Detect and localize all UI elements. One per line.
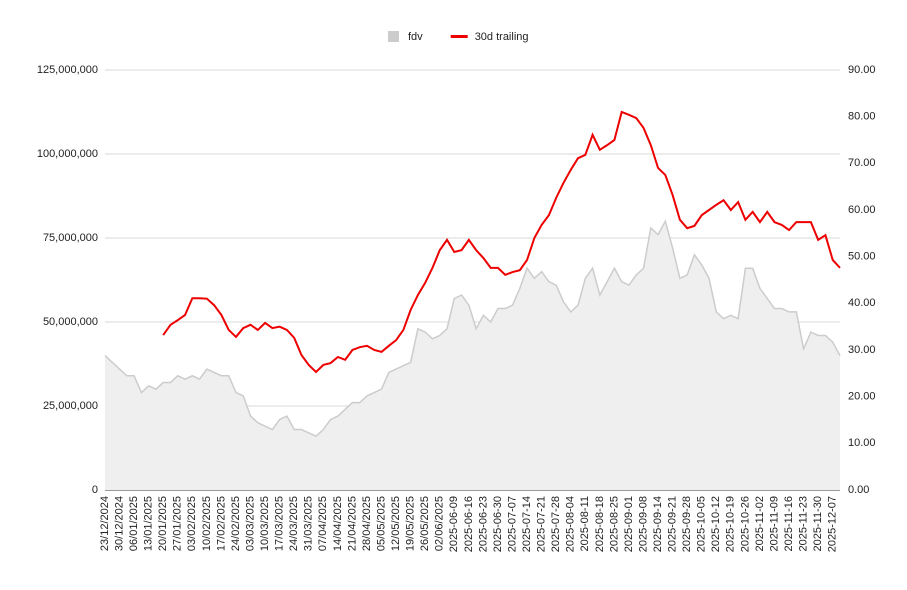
area-line [104,219,841,438]
x-tick-label: 27/01/2025 [172,496,184,551]
x-tick-label: 2025-11-23 [798,496,810,551]
y2-tick-label: 40.00 [848,297,876,309]
x-tick-label: 31/03/2025 [303,496,315,551]
x-tick-label: 2025-06-23 [477,496,489,552]
y-tick-label: 125,000,000 [37,64,98,76]
x-tick-label: 06/01/2025 [128,496,140,551]
x-tick-label: 30/12/2024 [113,496,125,551]
line [162,110,841,374]
x-tick-label: 2025-07-28 [550,496,562,552]
y2-tick-label: 60.00 [848,204,876,216]
legend-label: fdv [408,31,423,43]
x-tick-label: 07/04/2025 [317,496,329,551]
x-tick-label: 10/02/2025 [201,496,213,551]
x-tick-label: 2025-08-11 [579,496,591,551]
x-tick-label: 2025-07-07 [506,496,518,552]
x-tick-label: 03/02/2025 [186,496,198,551]
x-tick-label: 2025-11-16 [783,496,795,551]
x-tick-label: 2025-07-14 [521,496,533,552]
x-tick-label: 17/02/2025 [215,496,227,551]
x-tick-label: 28/04/2025 [361,496,373,551]
x-tick-label: 2025-11-02 [754,496,766,551]
x-tick-label: 2025-09-28 [681,496,693,552]
x-tick-label: 19/05/2025 [405,496,417,551]
y2-tick-label: 10.00 [848,437,876,449]
legend-label: 30d trailing [475,31,529,43]
x-tick-label: 2025-07-21 [536,496,548,552]
x-tick-label: 23/12/2024 [99,496,111,551]
x-tick-label: 2025-11-30 [812,496,824,551]
y-tick-label: 0 [92,484,98,496]
x-tick-label: 2025-10-12 [710,496,722,552]
x-tick-label: 13/01/2025 [143,496,155,551]
y-tick-label: 75,000,000 [43,232,98,244]
x-tick-label: 12/05/2025 [390,496,402,551]
x-tick-label: 20/01/2025 [157,496,169,551]
y-tick-label: 100,000,000 [37,148,98,160]
legend-swatch [388,31,399,42]
y2-tick-label: 80.00 [848,111,876,123]
x-tick-label: 2025-09-08 [637,496,649,552]
x-tick-label: 03/03/2025 [244,496,256,551]
y2-tick-label: 70.00 [848,157,876,169]
x-tick-label: 2025-10-19 [725,496,737,552]
x-tick-label: 21/04/2025 [346,496,358,551]
x-tick-label: 2025-10-26 [739,496,751,552]
x-tick-label: 2025-06-16 [463,496,475,552]
x-tick-label: 2025-08-04 [565,496,577,552]
x-tick-label: 24/02/2025 [230,496,242,551]
x-tick-label: 2025-09-14 [652,496,664,552]
x-tick-label: 02/06/2025 [434,496,446,551]
y2-tick-label: 20.00 [848,391,876,403]
x-tick-label: 2025-08-25 [608,496,620,552]
area-fill [105,221,840,490]
x-tick-label: 2025-09-21 [667,496,679,552]
x-tick-label: 2025-06-30 [492,496,504,552]
y2-tick-label: 50.00 [848,251,876,263]
y2-tick-label: 0.00 [848,484,869,496]
x-tick-label: 2025-09-01 [623,496,635,552]
x-tick-label: 2025-12-07 [827,496,839,552]
x-tick-label: 24/03/2025 [288,496,300,551]
x-tick-label: 17/03/2025 [274,496,286,551]
x-tick-label: 10/03/2025 [259,496,271,551]
y2-tick-label: 90.00 [848,64,876,76]
x-tick-label: 14/04/2025 [332,496,344,551]
x-tick-label: 2025-06-09 [448,496,460,552]
x-tick-label: 26/05/2025 [419,496,431,551]
y-tick-label: 50,000,000 [43,316,98,328]
x-tick-label: 2025-08-18 [594,496,606,552]
y-tick-label: 25,000,000 [43,400,98,412]
y2-tick-label: 30.00 [848,344,876,356]
x-tick-label: 05/05/2025 [375,496,387,551]
x-tick-label: 2025-10-05 [696,496,708,552]
x-tick-label: 2025-11-09 [768,496,780,551]
